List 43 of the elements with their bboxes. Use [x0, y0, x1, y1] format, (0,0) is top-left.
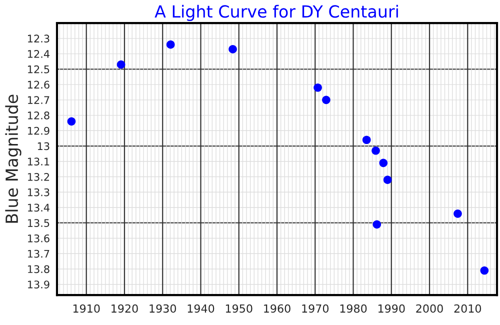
point — [454, 209, 462, 218]
y-tick-label: 12.7 — [28, 96, 50, 104]
point — [67, 117, 76, 126]
y-tick-label: 13.3 — [28, 188, 50, 196]
point — [166, 40, 175, 49]
point — [372, 146, 380, 155]
point — [480, 266, 489, 275]
x-tick-label: 2000 — [416, 304, 443, 313]
point — [383, 176, 392, 184]
point — [116, 60, 126, 69]
x-tick-label: 2010 — [454, 304, 482, 313]
y-tick-label: 13.2 — [28, 172, 50, 181]
chart-title: A Light Curve for DY Centauri — [154, 4, 398, 21]
x-tick-label: 1970 — [302, 304, 329, 313]
x-tick-label: 1920 — [112, 304, 138, 313]
y-tick-label: 12.4 — [28, 50, 50, 58]
y-tick-label: 13.8 — [28, 265, 50, 274]
point — [362, 136, 371, 144]
x-tick-label: 1930 — [150, 304, 176, 313]
x-tick-label: 1910 — [73, 304, 100, 313]
point — [228, 45, 237, 54]
y-tick-label: 12.9 — [28, 126, 50, 135]
x-tick-label: 1990 — [378, 304, 405, 313]
y-tick-label: 13.4 — [28, 204, 50, 212]
y-tick-label: 13.7 — [28, 250, 50, 258]
y-tick-label: 12.6 — [28, 80, 50, 89]
y-tick-label: 13.9 — [28, 280, 50, 288]
y-tick-label: 12.8 — [28, 112, 50, 120]
y-tick-label: 13 — [38, 142, 50, 150]
y-tick-label: 12.5 — [28, 65, 50, 74]
point — [372, 220, 382, 229]
y-tick-label: 13.1 — [28, 158, 50, 166]
point — [379, 158, 388, 168]
x-tick-label: 1960 — [264, 304, 290, 313]
y-axis-title: Blue Magnitude — [5, 94, 22, 223]
y-tick-label: 12.3 — [28, 34, 50, 43]
x-tick-label: 1980 — [340, 304, 367, 313]
x-tick-label: 1950 — [226, 304, 252, 313]
y-tick-label: 13.6 — [28, 234, 50, 242]
point — [314, 83, 322, 92]
y-tick-label: 13.5 — [28, 219, 50, 227]
x-tick-label: 1940 — [188, 304, 214, 313]
point — [322, 96, 330, 104]
